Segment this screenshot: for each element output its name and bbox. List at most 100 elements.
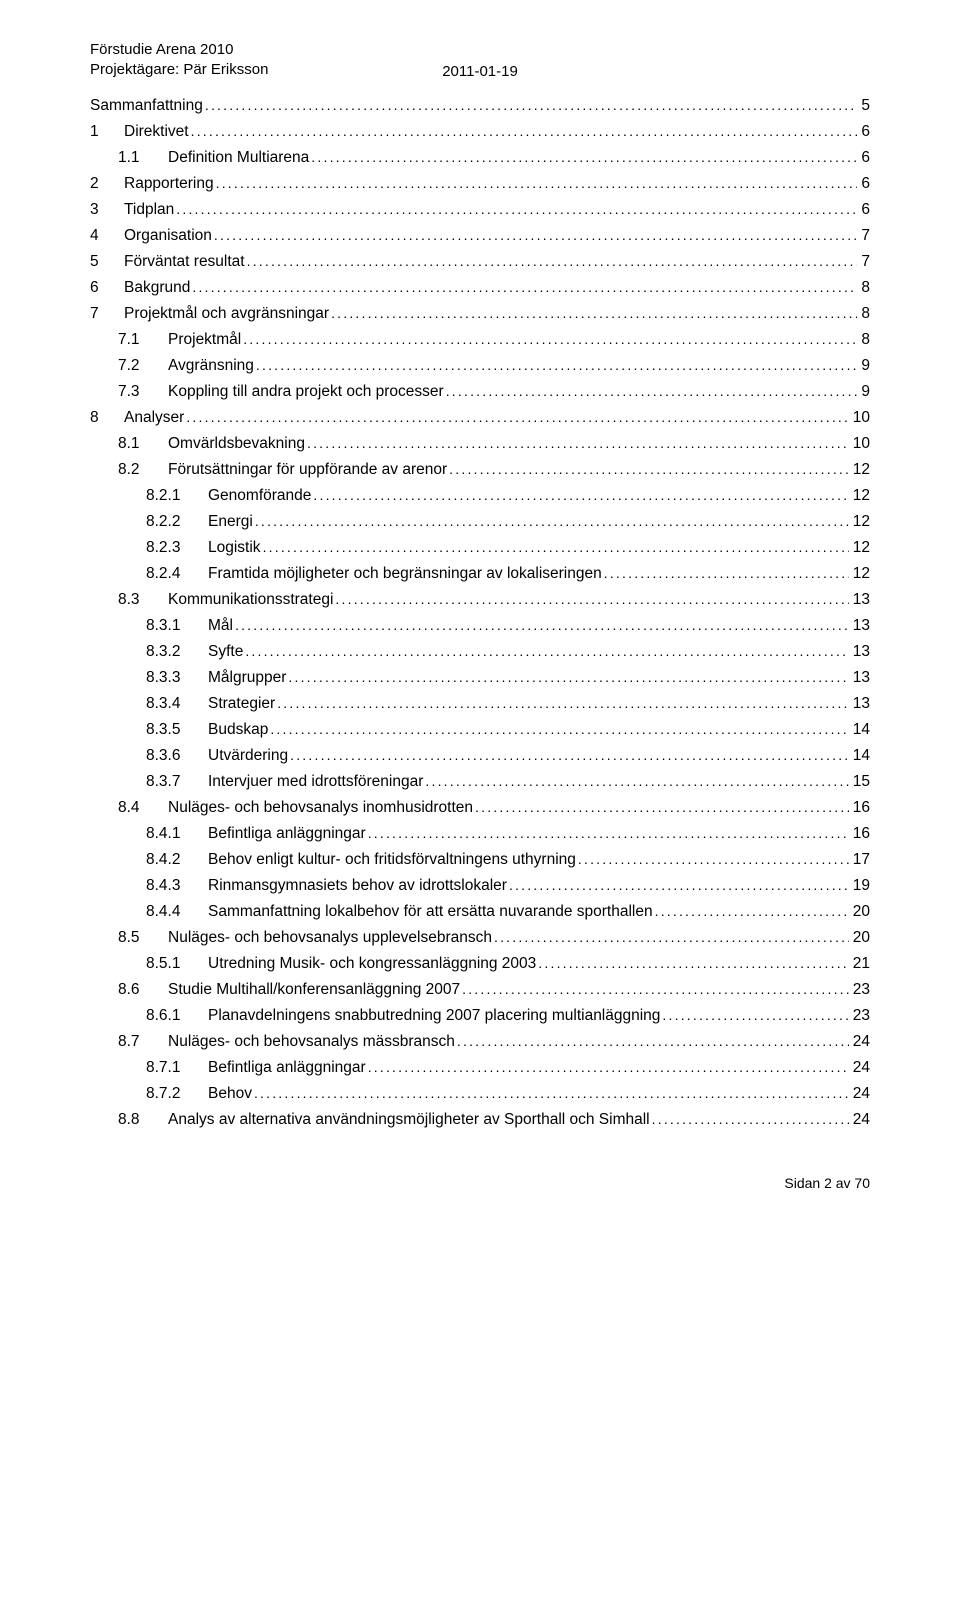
toc-entry[interactable]: 8.8Analys av alternativa användningsmöjl… <box>118 1112 870 1128</box>
toc-entry[interactable]: 5Förväntat resultat7 <box>90 254 870 270</box>
toc-entry[interactable]: 4Organisation7 <box>90 228 870 244</box>
toc-leader-dots <box>311 150 857 166</box>
toc-leader-dots <box>256 358 857 374</box>
toc-entry[interactable]: 8.2.2Energi12 <box>146 514 870 530</box>
toc-number: 8.1 <box>118 436 168 452</box>
toc-label: Bakgrund <box>124 280 190 296</box>
toc-number: 8.5.1 <box>146 956 208 972</box>
toc-leader-dots <box>243 332 857 348</box>
toc-page-number: 12 <box>851 540 870 556</box>
toc-label: Syfte <box>208 644 243 660</box>
toc-entry[interactable]: 1.1Definition Multiarena6 <box>118 150 870 166</box>
toc-entry[interactable]: 8.7Nuläges- och behovsanalys mässbransch… <box>118 1034 870 1050</box>
toc-page-number: 19 <box>851 878 870 894</box>
toc-number: 7.3 <box>118 384 168 400</box>
toc-page-number: 8 <box>859 332 870 348</box>
toc-entry[interactable]: 1Direktivet6 <box>90 124 870 140</box>
toc-entry[interactable]: 8.4.4Sammanfattning lokalbehov för att e… <box>146 904 870 920</box>
toc-entry[interactable]: 8.3.1Mål13 <box>146 618 870 634</box>
toc-entry[interactable]: 8.3.3Målgrupper13 <box>146 670 870 686</box>
toc-entry[interactable]: 8.1Omvärldsbevakning10 <box>118 436 870 452</box>
toc-entry[interactable]: 8.2.4Framtida möjligheter och begränsnin… <box>146 566 870 582</box>
toc-label: Nuläges- och behovsanalys inomhusidrotte… <box>168 800 473 816</box>
toc-number: 8.7.2 <box>146 1086 208 1102</box>
toc-entry[interactable]: 8.2Förutsättningar för uppförande av are… <box>118 462 870 478</box>
table-of-contents: Sammanfattning5 1Direktivet6 1.1Definition… <box>90 98 870 1128</box>
toc-entry[interactable]: 8Analyser10 <box>90 410 870 426</box>
toc-entry[interactable]: 8.6.1Planavdelningens snabbutredning 200… <box>146 1008 870 1024</box>
toc-entry[interactable]: 8.2.1Genomförande12 <box>146 488 870 504</box>
page-footer: Sidan 2 av 70 <box>90 1175 870 1191</box>
toc-page-number: 13 <box>851 670 870 686</box>
toc-entry[interactable]: 8.3.5Budskap14 <box>146 722 870 738</box>
toc-number: 8.4.4 <box>146 904 208 920</box>
toc-entry[interactable]: 8.6Studie Multihall/konferensanläggning … <box>118 982 870 998</box>
toc-label: Befintliga anläggningar <box>208 826 366 842</box>
toc-leader-dots <box>449 462 849 478</box>
toc-leader-dots <box>335 592 848 608</box>
toc-entry[interactable]: 7.2Avgränsning 9 <box>118 358 870 374</box>
toc-number: 8.3.3 <box>146 670 208 686</box>
toc-entry[interactable]: 8.3.7Intervjuer med idrottsföreningar15 <box>146 774 870 790</box>
toc-leader-dots <box>313 488 848 504</box>
toc-page-number: 9 <box>859 358 870 374</box>
toc-page-number: 8 <box>859 280 870 296</box>
toc-entry[interactable]: 8.3.6Utvärdering14 <box>146 748 870 764</box>
toc-page-number: 20 <box>851 930 870 946</box>
toc-leader-dots <box>254 1086 849 1102</box>
toc-leader-dots <box>214 228 857 244</box>
toc-entry[interactable]: 8.4.3Rinmansgymnasiets behov av idrottsl… <box>146 878 870 894</box>
toc-entry[interactable]: 8.7.2Behov24 <box>146 1086 870 1102</box>
toc-page-number: 24 <box>851 1086 870 1102</box>
toc-entry[interactable]: 8.2.3Logistik12 <box>146 540 870 556</box>
toc-number: 8.3.2 <box>146 644 208 660</box>
toc-entry[interactable]: 8.5Nuläges- och behovsanalys upplevelseb… <box>118 930 870 946</box>
toc-leader-dots <box>655 904 849 920</box>
toc-entry[interactable]: 8.3Kommunikationsstrategi13 <box>118 592 870 608</box>
toc-page-number: 13 <box>851 618 870 634</box>
toc-entry[interactable]: 8.4.1Befintliga anläggningar16 <box>146 826 870 842</box>
toc-leader-dots <box>288 670 848 686</box>
toc-page-number: 12 <box>851 566 870 582</box>
toc-page-number: 17 <box>851 852 870 868</box>
toc-page-number: 16 <box>851 800 870 816</box>
toc-entry[interactable]: 8.4.2Behov enligt kultur- och fritidsför… <box>146 852 870 868</box>
toc-leader-dots <box>277 696 849 712</box>
toc-leader-dots <box>652 1112 849 1128</box>
toc-label: Avgränsning <box>168 358 254 374</box>
toc-page-number: 12 <box>851 462 870 478</box>
toc-entry[interactable]: 8.3.2Syfte13 <box>146 644 870 660</box>
toc-page-number: 15 <box>851 774 870 790</box>
toc-entry[interactable]: 8.7.1Befintliga anläggningar24 <box>146 1060 870 1076</box>
toc-label: Tidplan <box>124 202 174 218</box>
toc-label: Definition Multiarena <box>168 150 309 166</box>
toc-entry[interactable]: Sammanfattning5 <box>90 98 870 114</box>
toc-entry[interactable]: 7.3Koppling till andra projekt och proce… <box>118 384 870 400</box>
toc-page-number: 6 <box>859 176 870 192</box>
toc-entry[interactable]: 8.4Nuläges- och behovsanalys inomhusidro… <box>118 800 870 816</box>
toc-number: 7.2 <box>118 358 168 374</box>
toc-leader-dots <box>662 1008 848 1024</box>
toc-entry[interactable]: 8.5.1Utredning Musik- och kongressanlägg… <box>146 956 870 972</box>
toc-label: Planavdelningens snabbutredning 2007 pla… <box>208 1008 660 1024</box>
toc-entry[interactable]: 8.3.4Strategier13 <box>146 696 870 712</box>
toc-label: Genomförande <box>208 488 311 504</box>
toc-label: Strategier <box>208 696 275 712</box>
toc-number: 8.6 <box>118 982 168 998</box>
toc-leader-dots <box>290 748 849 764</box>
toc-number: 8.7.1 <box>146 1060 208 1076</box>
toc-number: 7.1 <box>118 332 168 348</box>
toc-label: Koppling till andra projekt och processe… <box>168 384 444 400</box>
toc-number: 6 <box>90 280 124 296</box>
toc-label: Nuläges- och behovsanalys mässbransch <box>168 1034 455 1050</box>
toc-entry[interactable]: 7Projektmål och avgränsningar8 <box>90 306 870 322</box>
toc-entry[interactable]: 3Tidplan6 <box>90 202 870 218</box>
toc-number: 2 <box>90 176 124 192</box>
toc-page-number: 8 <box>859 306 870 322</box>
toc-entry[interactable]: 6Bakgrund 8 <box>90 280 870 296</box>
toc-entry[interactable]: 7.1Projektmål8 <box>118 332 870 348</box>
toc-label: Rapportering <box>124 176 214 192</box>
toc-page-number: 10 <box>851 436 870 452</box>
toc-entry[interactable]: 2Rapportering 6 <box>90 176 870 192</box>
toc-number: 8.2.2 <box>146 514 208 530</box>
